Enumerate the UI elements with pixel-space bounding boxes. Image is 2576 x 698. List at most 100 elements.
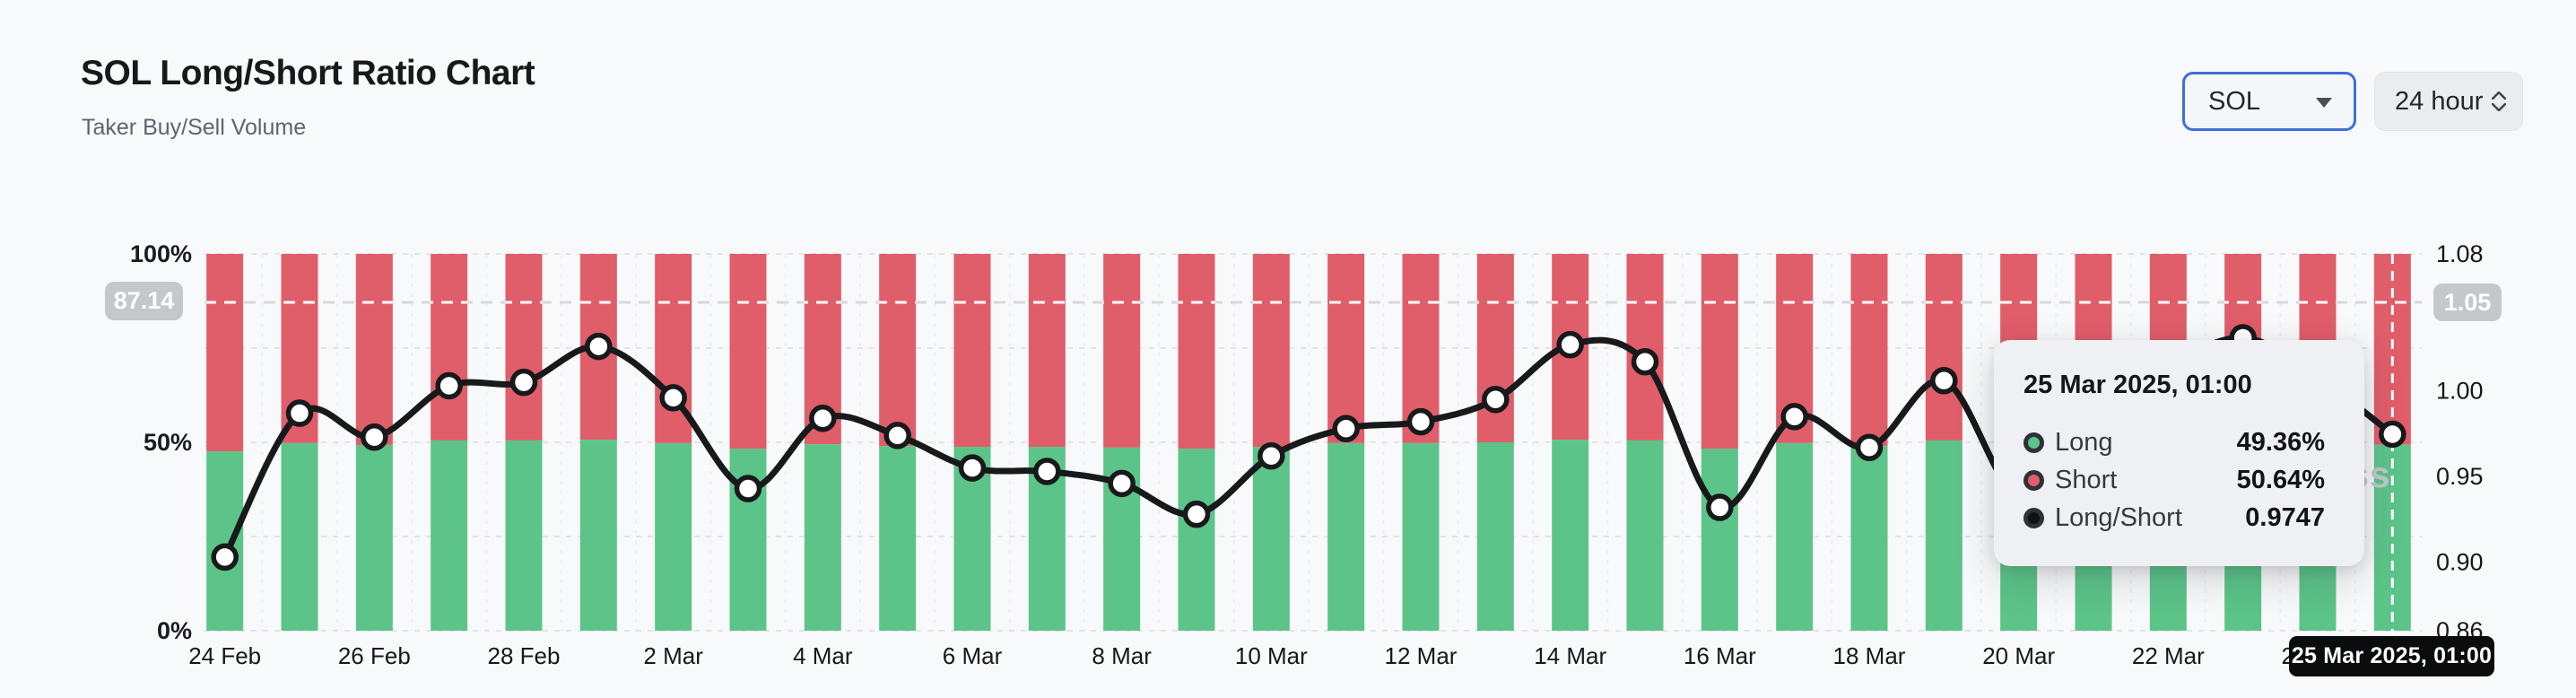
- ratio-data-point[interactable]: [361, 423, 388, 451]
- ratio-data-point[interactable]: [1182, 500, 1211, 528]
- x-axis-tick-label: 4 Mar: [793, 642, 853, 669]
- bar-long[interactable]: [655, 442, 692, 631]
- ratio-data-point[interactable]: [809, 405, 837, 432]
- bar-long[interactable]: [1327, 442, 1365, 631]
- right-axis-tick-label: 1.08: [2436, 240, 2484, 267]
- bar-short[interactable]: [1327, 254, 1365, 443]
- left-axis-tick-label: 100%: [130, 240, 192, 267]
- bar-short[interactable]: [206, 254, 244, 452]
- ratio-data-point[interactable]: [1631, 348, 1659, 376]
- page-subtitle: Taker Buy/Sell Volume: [82, 115, 307, 140]
- bar-short[interactable]: [729, 254, 767, 449]
- ratio-data-point[interactable]: [1706, 493, 1734, 521]
- left-axis-tick-label: 50%: [144, 429, 192, 456]
- ratio-data-point[interactable]: [958, 454, 987, 482]
- bar-long[interactable]: [1476, 442, 1514, 631]
- left-axis-tick-label: 0%: [157, 617, 192, 644]
- tooltip-row-value: 50.64%: [2236, 465, 2325, 494]
- tooltip-rows: Long 49.36% Short 50.64% Long/Short 0.9747: [2023, 423, 2325, 537]
- bar-long[interactable]: [1552, 440, 1589, 631]
- bar-long[interactable]: [579, 440, 617, 631]
- series-marker-icon: [2023, 432, 2044, 453]
- x-axis-tick-label: 10 Mar: [1235, 642, 1308, 669]
- interval-select-value: 24 hour: [2395, 86, 2484, 116]
- ratio-data-point[interactable]: [883, 422, 911, 449]
- sort-arrows-icon: [2492, 92, 2506, 111]
- bar-long[interactable]: [1402, 442, 1440, 631]
- tooltip-title: 25 Mar 2025, 01:00: [2023, 371, 2252, 399]
- tooltip-row-label: Long: [2055, 427, 2113, 457]
- x-axis-tick-label: 22 Mar: [2132, 642, 2205, 669]
- bar-long[interactable]: [355, 444, 393, 631]
- crosshair-x-badge: 25 Mar 2025, 01:00: [2289, 636, 2494, 676]
- x-axis-tick-label: 18 Mar: [1833, 642, 1906, 669]
- crosshair-y-left-badge: 87.14: [105, 282, 183, 320]
- bar-long[interactable]: [1776, 442, 1814, 631]
- x-axis-tick-label: 8 Mar: [1092, 642, 1152, 669]
- bar-long[interactable]: [804, 444, 841, 631]
- bar-short[interactable]: [355, 254, 393, 445]
- symbol-select[interactable]: SOL: [2182, 72, 2356, 131]
- tooltip-row-label: Short: [2055, 465, 2118, 494]
- bar-long[interactable]: [431, 440, 468, 631]
- ratio-data-point[interactable]: [734, 475, 762, 502]
- ratio-data-point[interactable]: [509, 368, 538, 397]
- bar-short[interactable]: [1476, 254, 1514, 442]
- chart-tooltip: 25 Mar 2025, 01:00 Long 49.36% Short 50.64%…: [1994, 340, 2364, 566]
- bar-short[interactable]: [1701, 254, 1738, 449]
- ratio-data-point[interactable]: [1033, 458, 1061, 485]
- ratio-data-point[interactable]: [659, 384, 687, 412]
- tooltip-row-value: 49.36%: [2236, 427, 2325, 457]
- right-axis-tick-label: 0.90: [2436, 549, 2484, 576]
- bar-long[interactable]: [1925, 440, 1962, 631]
- bar-short[interactable]: [1252, 254, 1290, 448]
- ratio-data-point[interactable]: [1332, 414, 1360, 442]
- bar-short[interactable]: [1925, 254, 1962, 441]
- page-title: SOL Long/Short Ratio Chart: [81, 54, 535, 92]
- bar-short[interactable]: [505, 254, 543, 441]
- bar-long[interactable]: [281, 442, 318, 631]
- bar-long[interactable]: [505, 440, 543, 631]
- tooltip-row-long-short: Long/Short 0.9747: [2023, 499, 2325, 537]
- ratio-data-point[interactable]: [1930, 367, 1958, 395]
- bar-long[interactable]: [1701, 449, 1738, 631]
- bar-short[interactable]: [1028, 254, 1066, 448]
- bar-long[interactable]: [879, 446, 917, 631]
- ratio-data-point[interactable]: [1482, 386, 1510, 414]
- chevron-down-icon: [2316, 98, 2332, 108]
- ratio-data-point[interactable]: [1780, 403, 1808, 431]
- bar-short[interactable]: [953, 254, 991, 448]
- ratio-data-point[interactable]: [1556, 330, 1584, 359]
- tooltip-row-value: 0.9747: [2245, 502, 2325, 532]
- x-axis-tick-label: 20 Mar: [1982, 642, 2055, 669]
- ratio-data-point[interactable]: [1108, 469, 1136, 498]
- bar-long[interactable]: [1626, 440, 1664, 631]
- ratio-data-point[interactable]: [2379, 420, 2406, 449]
- ratio-data-point[interactable]: [585, 332, 613, 361]
- tooltip-row-label: Long/Short: [2055, 502, 2182, 532]
- bar-long[interactable]: [1178, 449, 1215, 631]
- bar-long[interactable]: [1850, 446, 1888, 631]
- ratio-data-point[interactable]: [1258, 442, 1285, 470]
- interval-select[interactable]: 24 hour: [2374, 72, 2523, 131]
- tooltip-row-short: Short 50.64%: [2023, 461, 2325, 499]
- ratio-data-point[interactable]: [211, 543, 239, 571]
- ratio-data-point[interactable]: [435, 371, 463, 400]
- bar-short[interactable]: [431, 254, 468, 441]
- ratio-data-point[interactable]: [285, 399, 314, 427]
- ratio-data-point[interactable]: [1406, 407, 1435, 436]
- right-axis-tick-label: 1.00: [2436, 378, 2484, 405]
- x-axis-tick-label: 14 Mar: [1534, 642, 1606, 669]
- bar-long[interactable]: [206, 451, 244, 631]
- ratio-data-point[interactable]: [1855, 433, 1884, 461]
- tooltip-row-long: Long 49.36%: [2023, 423, 2325, 461]
- bar-short[interactable]: [1850, 254, 1888, 447]
- x-axis-tick-label: 28 Feb: [488, 642, 561, 669]
- bar-short[interactable]: [1103, 254, 1141, 448]
- bar-short[interactable]: [1178, 254, 1215, 449]
- x-axis-tick-label: 24 Feb: [188, 642, 261, 669]
- bar-short[interactable]: [879, 254, 917, 447]
- series-marker-icon: [2023, 469, 2044, 491]
- bar-long[interactable]: [1252, 447, 1290, 631]
